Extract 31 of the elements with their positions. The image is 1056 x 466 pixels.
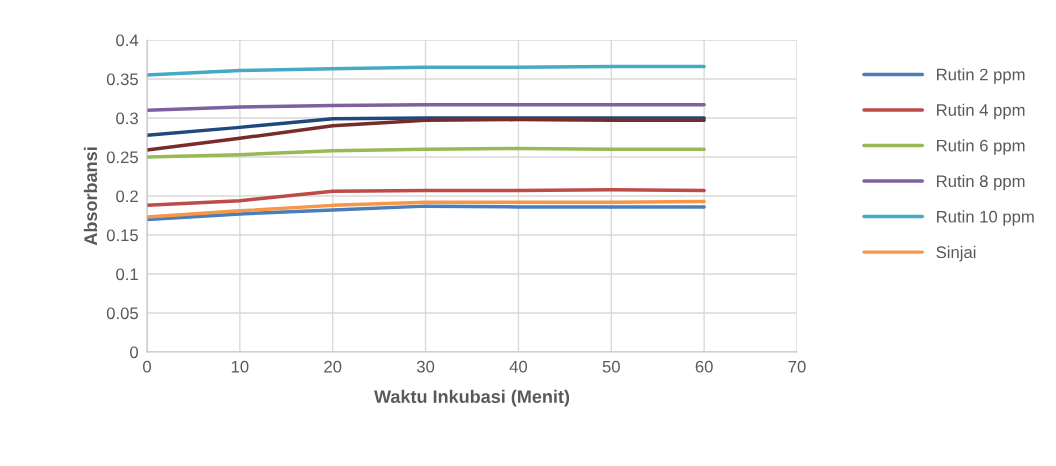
- y-tick-label: 0.35: [106, 73, 138, 86]
- x-tick-label: 0: [143, 360, 151, 373]
- line-series: [147, 188, 706, 208]
- line-series: [147, 117, 706, 152]
- x-tick-label: 60: [695, 360, 713, 373]
- legend-label: Rutin 8 ppm: [937, 174, 1025, 191]
- x-tick-label: 20: [324, 360, 342, 373]
- y-tick-label: 0: [130, 346, 139, 359]
- y-tick-label: 0.25: [106, 151, 138, 164]
- y-tick-label: 0.1: [116, 268, 138, 281]
- line-series: [147, 199, 706, 219]
- y-tick-label: 0.3: [116, 112, 138, 125]
- legend-label: Rutin 10 ppm: [937, 210, 1034, 226]
- x-tick-label: 10: [231, 360, 249, 373]
- x-tick-label: 50: [602, 360, 620, 373]
- legend-label: Sinjai: [936, 245, 976, 262]
- y-tick-label: 0.2: [116, 190, 138, 203]
- legend-label: Rutin 4 ppm: [937, 103, 1025, 120]
- legend-label: Rutin 2 ppm: [937, 68, 1025, 84]
- y-axis-title: Absorbansi: [83, 147, 98, 246]
- x-tick-label: 30: [416, 360, 435, 373]
- x-axis-title: Waktu Inkubasi (Menit): [374, 389, 570, 407]
- y-tick-label: 0.05: [106, 307, 138, 320]
- x-tick-label: 40: [509, 360, 528, 373]
- y-tick-label: 0.4: [116, 34, 139, 47]
- x-tick-label: 70: [788, 360, 806, 373]
- line-series: [147, 146, 706, 159]
- y-tick-label: 0.15: [106, 229, 138, 242]
- line-series: [147, 64, 706, 77]
- line-series: [147, 204, 706, 222]
- legend-label: Rutin 6 ppm: [937, 139, 1025, 155]
